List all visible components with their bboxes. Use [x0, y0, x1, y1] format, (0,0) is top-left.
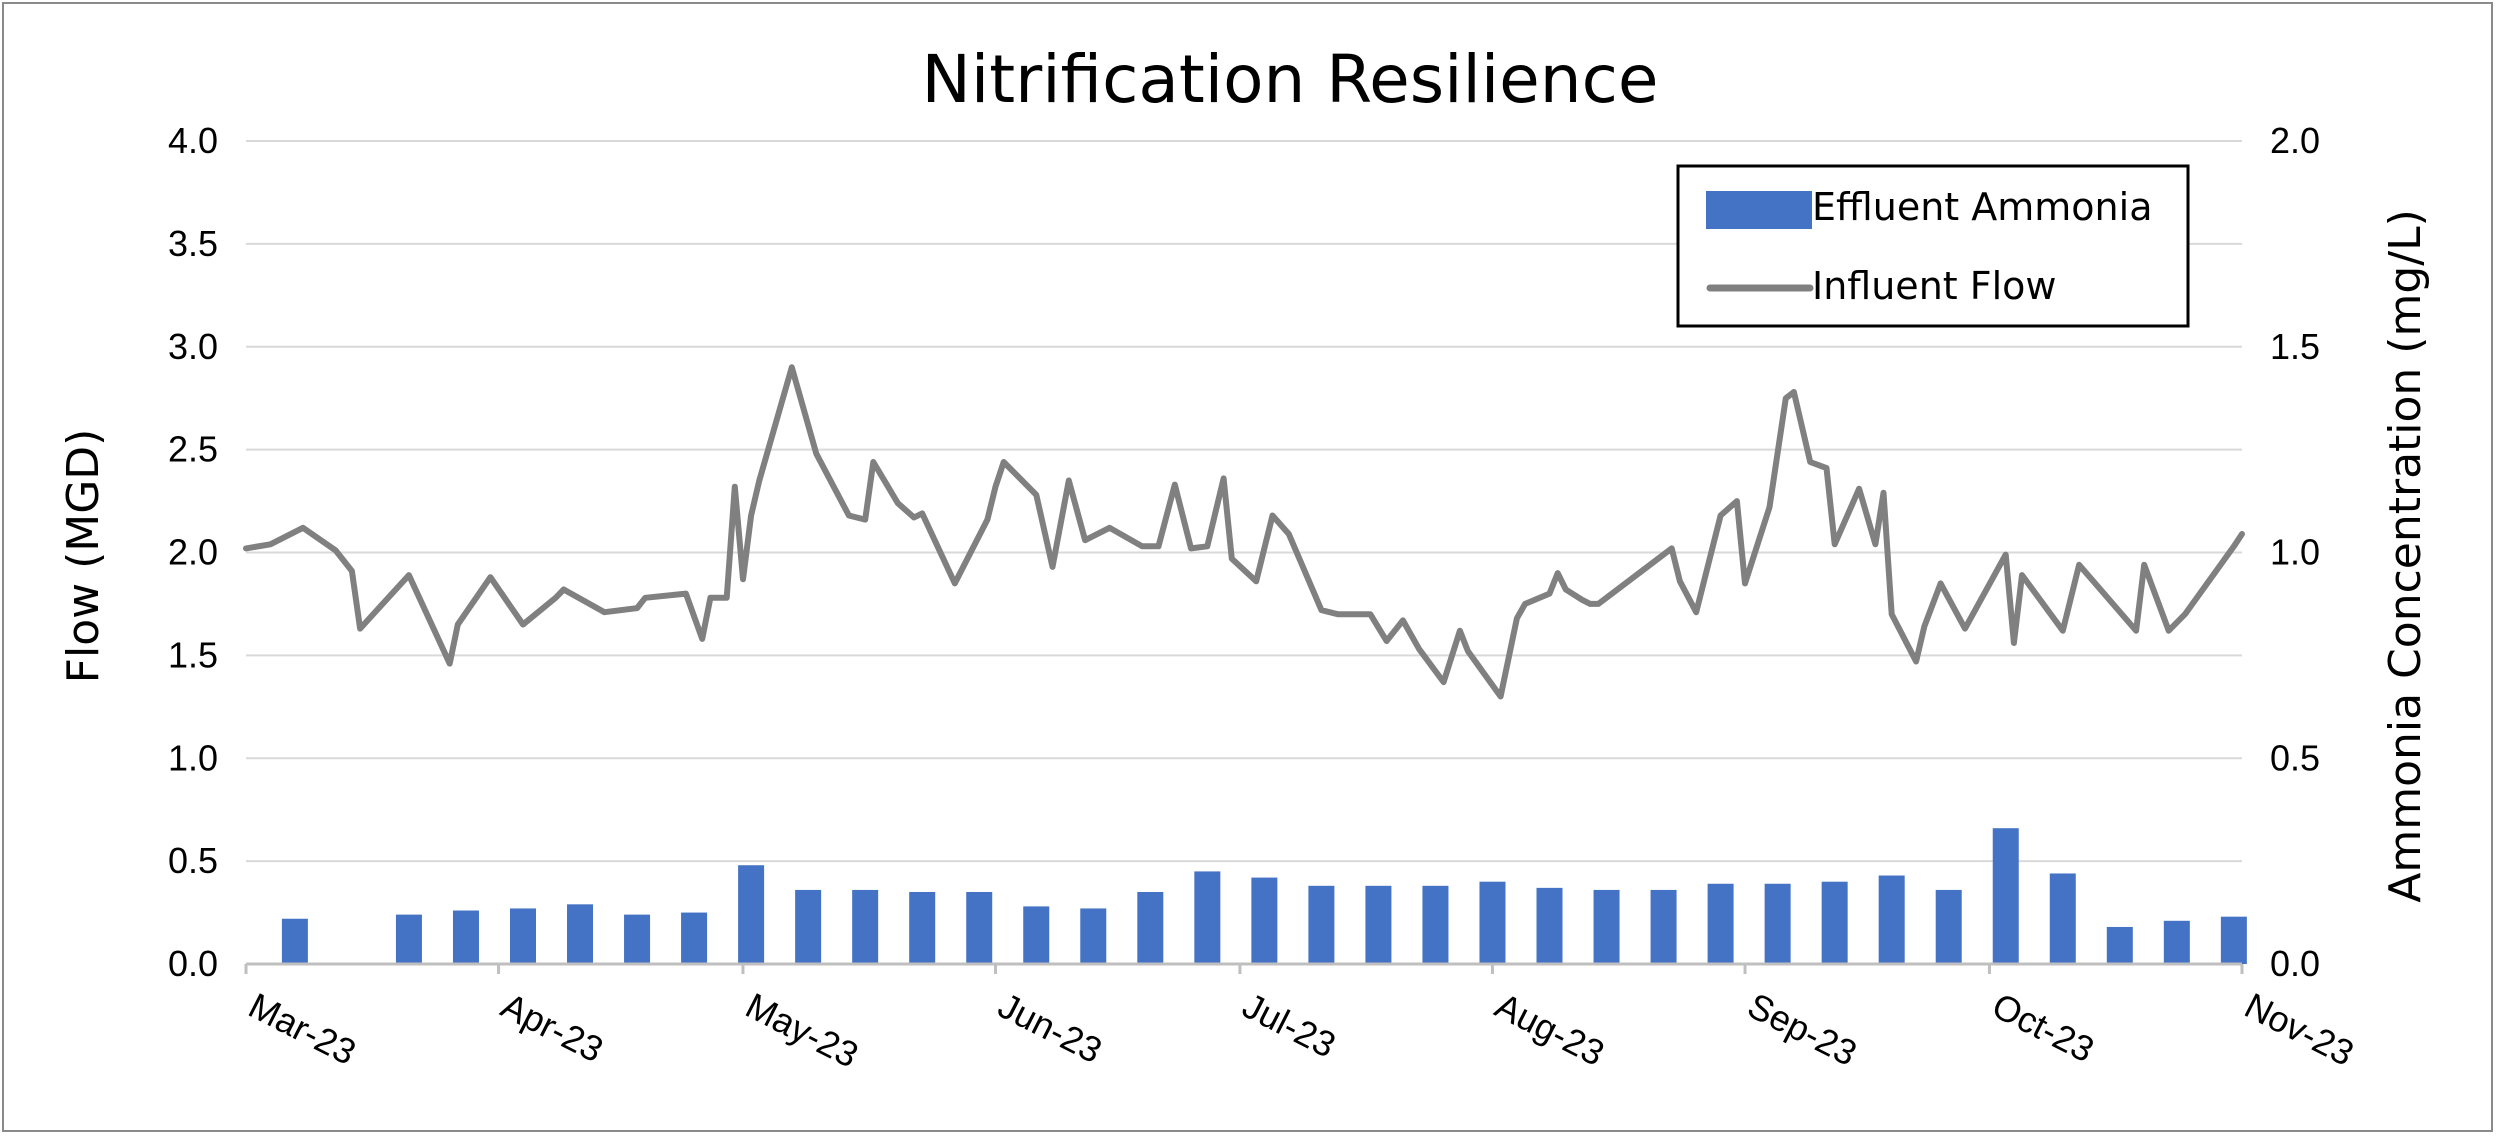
- bar-effluent-ammonia: [2106, 926, 2133, 964]
- left-tick-label: 4.0: [168, 120, 218, 161]
- bar-effluent-ammonia: [681, 912, 708, 964]
- bar-effluent-ammonia: [2049, 873, 2076, 964]
- bar-effluent-ammonia: [1650, 889, 1677, 964]
- bar-effluent-ammonia: [1992, 828, 2019, 964]
- legend-label-influent-flow: Influent Flow: [1812, 264, 2057, 308]
- bar-effluent-ammonia: [1935, 889, 1962, 964]
- bar-effluent-ammonia: [909, 891, 936, 964]
- bar-effluent-ammonia: [1878, 875, 1905, 964]
- legend: Effluent Ammonia Influent Flow: [1676, 164, 2190, 328]
- right-tick-label: 2.0: [2270, 120, 2320, 161]
- bar-effluent-ammonia: [1479, 881, 1506, 964]
- legend-swatch-effluent-ammonia: [1706, 191, 1812, 229]
- bar-effluent-ammonia: [1251, 877, 1278, 964]
- bar-effluent-ammonia: [1707, 883, 1734, 964]
- line-influent-flow: [243, 364, 2245, 700]
- bar-effluent-ammonia: [1365, 885, 1392, 964]
- x-tick-label: Aug-23: [1489, 985, 1611, 1074]
- bar-effluent-ammonia: [1137, 891, 1164, 964]
- bar-effluent-ammonia: [795, 889, 822, 964]
- left-tick-label: 2.0: [168, 532, 218, 573]
- right-tick-label: 0.0: [2270, 943, 2320, 984]
- bar-effluent-ammonia: [1593, 889, 1620, 964]
- bar-effluent-ammonia: [452, 910, 479, 964]
- bar-effluent-ammonia: [966, 891, 993, 964]
- right-tick-label: 1.5: [2270, 326, 2320, 367]
- bar-effluent-ammonia: [1194, 871, 1221, 964]
- bar-effluent-ammonia: [1764, 883, 1791, 964]
- bar-effluent-ammonia: [2163, 920, 2190, 964]
- left-tick-label: 3.0: [168, 326, 218, 367]
- right-tick-label: 1.0: [2270, 532, 2320, 573]
- bar-effluent-ammonia: [567, 904, 594, 964]
- bar-effluent-ammonia: [1308, 885, 1335, 964]
- chart-svg: Nitrification Resilience 0.0 0.5 1.0 1.5 2.0…: [58, 41, 2431, 1076]
- bar-effluent-ammonia: [2220, 916, 2247, 964]
- left-tick-label: 0.0: [168, 943, 218, 984]
- right-tick-label: 0.5: [2270, 737, 2320, 778]
- right-axis-label: Ammonia Concentration (mg/L): [2380, 209, 2431, 903]
- x-tick-label: Jun-23: [992, 985, 1109, 1072]
- bar-effluent-ammonia: [624, 914, 651, 964]
- chart-title: Nitrification Resilience: [922, 41, 1659, 118]
- x-tick-label: Nov-23: [2238, 985, 2360, 1074]
- left-tick-label: 0.5: [168, 840, 218, 881]
- bar-effluent-ammonia: [852, 889, 879, 964]
- x-tick-label: Sep-23: [1741, 985, 1863, 1074]
- bar-effluent-ammonia: [1821, 881, 1848, 964]
- left-tick-label: 1.5: [168, 634, 218, 675]
- bar-effluent-ammonia: [509, 908, 536, 964]
- bar-effluent-ammonia: [1422, 885, 1449, 964]
- bar-effluent-ammonia: [395, 914, 422, 964]
- bar-effluent-ammonia: [1080, 908, 1107, 964]
- x-tick-label: Jul-23: [1236, 985, 1342, 1066]
- x-tick-label: Oct-23: [1986, 985, 2101, 1071]
- x-tick-label: Apr-23: [495, 985, 610, 1071]
- left-axis-label: Flow (MGD): [58, 429, 109, 684]
- x-tick-label: May-23: [739, 985, 865, 1076]
- left-tick-label: 3.5: [168, 223, 218, 264]
- left-tick-label: 2.5: [168, 429, 218, 470]
- legend-label-effluent-ammonia: Effluent Ammonia: [1812, 185, 2152, 229]
- left-tick-label: 1.0: [168, 737, 218, 778]
- bar-effluent-ammonia: [1023, 906, 1050, 964]
- bar-effluent-ammonia: [738, 865, 765, 964]
- x-tick-label: Mar-23: [242, 985, 362, 1073]
- bar-effluent-ammonia: [1536, 887, 1563, 964]
- bar-effluent-ammonia: [281, 918, 308, 964]
